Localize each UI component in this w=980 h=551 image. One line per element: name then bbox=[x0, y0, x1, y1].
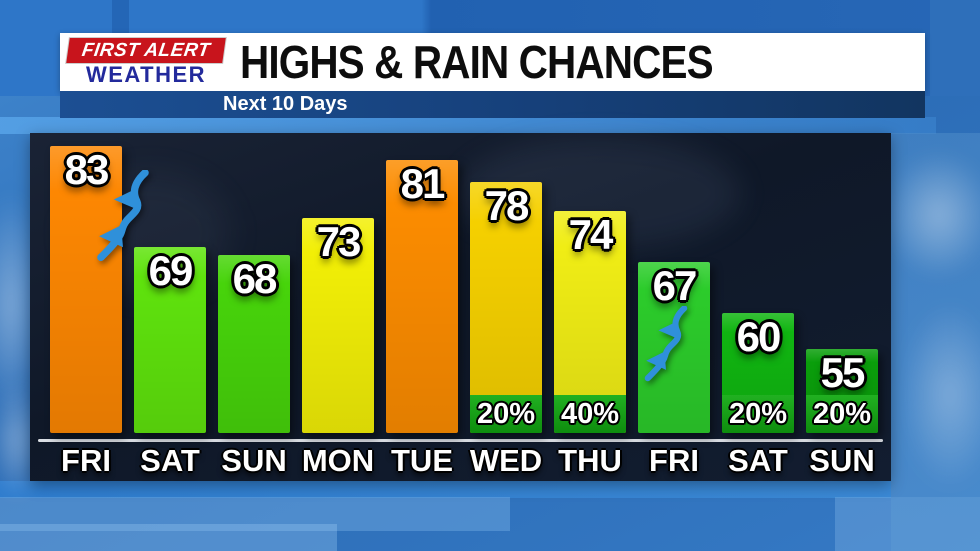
day-label: FRI bbox=[61, 443, 111, 478]
day-label: SUN bbox=[809, 443, 875, 478]
background-tile bbox=[930, 0, 980, 96]
bar-wed-5: 78 20% bbox=[470, 182, 542, 433]
bar-sun-2: 68 bbox=[218, 255, 290, 433]
first-alert-weather-logo: FIRST ALERT WEATHER bbox=[66, 38, 227, 87]
cold-front-icon bbox=[640, 306, 692, 387]
bar-fri-0: 83 bbox=[50, 146, 122, 433]
day-label: FRI bbox=[649, 443, 699, 478]
bar-sat-1: 69 bbox=[134, 247, 206, 433]
day-label: SAT bbox=[140, 443, 200, 478]
temp-label: 78 bbox=[484, 182, 530, 229]
temp-label: 73 bbox=[316, 218, 362, 265]
cloud-texture bbox=[884, 150, 980, 280]
day-label: THU bbox=[558, 443, 622, 478]
cold-front-icon bbox=[93, 170, 153, 267]
temp-label: 67 bbox=[652, 262, 698, 309]
rain-chance-chip: 20% bbox=[722, 395, 794, 433]
bar-fri-7: 67 bbox=[638, 262, 710, 433]
axis-line bbox=[38, 439, 883, 442]
rain-chance-chip: 20% bbox=[806, 395, 878, 433]
rain-chance-chip: 40% bbox=[554, 395, 626, 433]
temp-label: 83 bbox=[64, 146, 110, 193]
temp-label: 68 bbox=[232, 255, 278, 302]
temp-label: 69 bbox=[148, 247, 194, 294]
logo-line1: FIRST ALERT bbox=[80, 39, 212, 61]
rain-chance-chip: 20% bbox=[470, 395, 542, 433]
day-label: MON bbox=[301, 443, 375, 478]
temp-label: 81 bbox=[400, 160, 446, 207]
bar-tue-4: 81 bbox=[386, 160, 458, 433]
background-tile bbox=[0, 497, 510, 531]
day-label: SUN bbox=[221, 443, 287, 478]
day-label: WED bbox=[469, 443, 543, 478]
header-bar: FIRST ALERT WEATHER HIGHS & RAIN CHANCES bbox=[60, 33, 925, 91]
subtitle-banner: Next 10 Days bbox=[60, 91, 925, 118]
background-tile bbox=[0, 524, 337, 551]
temp-label: 74 bbox=[568, 211, 614, 258]
temp-label: 55 bbox=[820, 349, 866, 396]
day-label: SAT bbox=[728, 443, 788, 478]
background-tile bbox=[0, 481, 891, 498]
page-title: HIGHS & RAIN CHANCES bbox=[240, 36, 714, 88]
forecast-chart-panel: 83 FRI 69 SAT 68 SUN 73 MON 81 TUE 78 20% WED 74 40% TH… bbox=[30, 133, 891, 481]
rain-chance-label: 20% bbox=[728, 397, 788, 430]
temp-label: 60 bbox=[736, 313, 782, 360]
rain-chance-label: 40% bbox=[560, 397, 620, 430]
background-tile bbox=[891, 133, 980, 551]
rain-chance-label: 20% bbox=[476, 397, 536, 430]
day-label: TUE bbox=[391, 443, 453, 478]
cloud-texture bbox=[900, 300, 980, 490]
logo-red-banner: FIRST ALERT bbox=[66, 38, 226, 63]
subtitle-text: Next 10 Days bbox=[223, 93, 348, 115]
rain-chance-label: 20% bbox=[812, 397, 872, 430]
bar-mon-3: 73 bbox=[302, 218, 374, 433]
bar-thu-6: 74 40% bbox=[554, 211, 626, 433]
background-tile bbox=[0, 117, 936, 134]
bar-sat-8: 60 20% bbox=[722, 313, 794, 433]
logo-line2: WEATHER bbox=[85, 62, 207, 87]
bar-sun-9: 55 20% bbox=[806, 349, 878, 433]
